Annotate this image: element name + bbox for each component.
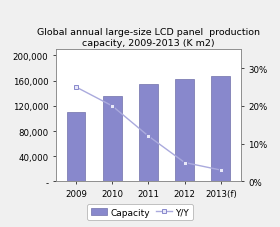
- Bar: [175, 79, 194, 182]
- Bar: [211, 76, 230, 182]
- Bar: [103, 97, 122, 182]
- Bar: [67, 113, 85, 182]
- Title: Global annual large-size LCD panel  production
capacity, 2009-2013 (K m2): Global annual large-size LCD panel produ…: [37, 28, 260, 48]
- Bar: [139, 84, 158, 182]
- Legend: Capacity, Y/Y: Capacity, Y/Y: [87, 204, 193, 220]
